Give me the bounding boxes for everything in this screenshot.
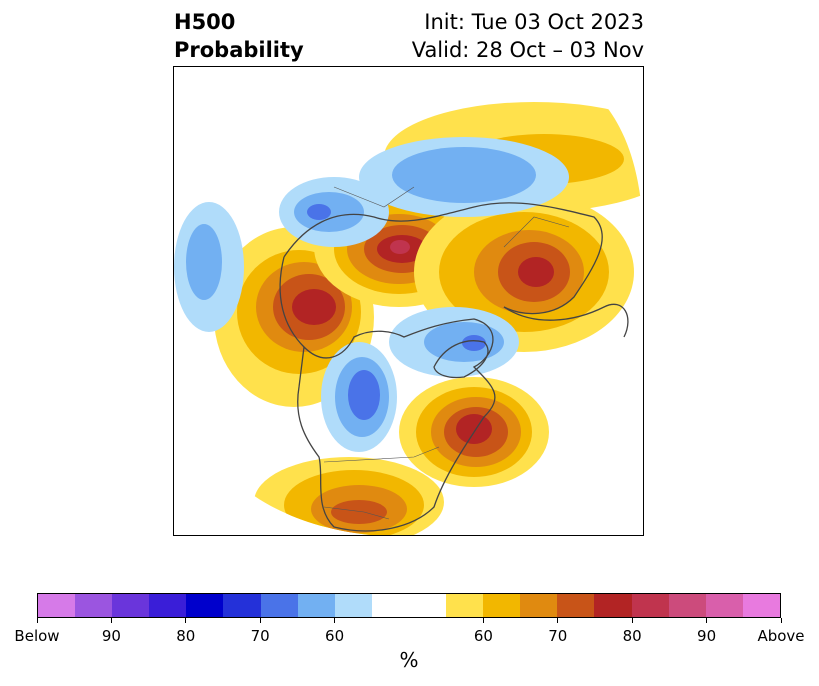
colorbar-bin: [446, 594, 484, 617]
map-title: H500 Probability: [174, 8, 304, 64]
anomaly-siberia-85: [390, 240, 410, 254]
probability-map: [173, 66, 644, 536]
colorbar-tick-label: 90: [101, 627, 121, 645]
borders: [323, 186, 570, 520]
anomaly-arctic-70: [462, 335, 486, 351]
colorbar-tick: [706, 618, 708, 623]
colorbar-tick: [334, 618, 336, 623]
colorbar-tick-label: 70: [548, 627, 568, 645]
colorbar-unit: %: [399, 648, 419, 672]
colorbar-tick-label: 70: [250, 627, 270, 645]
border-europe-asia: [503, 216, 570, 248]
title-variable: H500: [174, 10, 236, 34]
colorbar-tick: [36, 618, 38, 623]
shading-layer: [174, 102, 643, 535]
colorbar-bin: [408, 594, 447, 617]
colorbar-bin: [260, 594, 298, 617]
border-china-mongolia: [333, 186, 415, 208]
anomaly-southus-75: [331, 500, 387, 524]
coast-greenland: [433, 340, 489, 379]
colorbar-bin: [297, 594, 335, 617]
colorbar-bin: [38, 594, 76, 617]
colorbar-bin: [334, 594, 372, 617]
colorbar-tick-label: 60: [473, 627, 493, 645]
colorbar-bin: [371, 594, 409, 617]
colorbar-bin: [186, 594, 224, 617]
anomaly-labrador-80: [456, 414, 492, 444]
colorbar: [37, 593, 781, 618]
coastlines: [279, 202, 629, 532]
colorbar-tick-label: Above: [757, 627, 805, 645]
border-us-mexico: [323, 506, 390, 520]
anomaly-casia-65: [392, 147, 536, 203]
colorbar-bin: [149, 594, 187, 617]
coast-north-america: [297, 318, 496, 532]
title-product: Probability: [174, 38, 304, 62]
anomaly-aleutians-80: [292, 289, 336, 325]
map-svg: [174, 102, 643, 535]
colorbar-bin: [631, 594, 669, 617]
colorbar-bin: [705, 594, 743, 617]
colorbar-tick-label: 90: [697, 627, 717, 645]
colorbar-tick: [482, 618, 484, 623]
init-date: Init: Tue 03 Oct 2023: [424, 10, 644, 34]
coast-europe: [503, 303, 629, 338]
anomaly-wcanada-70: [348, 370, 380, 420]
coast-eurasia: [283, 202, 603, 315]
colorbar-bin: [742, 594, 780, 617]
colorbar-tick-label: Below: [14, 627, 60, 645]
colorbar-bin: [557, 594, 595, 617]
colorbar-tick-label: 80: [176, 627, 196, 645]
colorbar-tick: [631, 618, 633, 623]
colorbar-tick-label: 80: [622, 627, 642, 645]
colorbar-bin: [75, 594, 113, 617]
valid-range: Valid: 28 Oct – 03 Nov: [411, 38, 644, 62]
colorbar-bin: [483, 594, 521, 617]
border-us-canada: [323, 446, 440, 463]
colorbar-tick: [259, 618, 261, 623]
colorbar-tick: [780, 618, 782, 623]
colorbar-tick-label: 60: [325, 627, 345, 645]
colorbar-tick: [557, 618, 559, 623]
colorbar-tick: [110, 618, 112, 623]
colorbar-tick: [185, 618, 187, 623]
colorbar-bin: [520, 594, 558, 617]
colorbar-bin: [594, 594, 632, 617]
colorbar-bin: [668, 594, 706, 617]
anomaly-pacific-65: [186, 224, 222, 300]
colorbar-bin: [223, 594, 261, 617]
map-dates: Init: Tue 03 Oct 2023 Valid: 28 Oct – 03…: [412, 8, 644, 64]
colorbar-bin: [112, 594, 150, 617]
anomaly-mongolia-70: [307, 204, 331, 220]
anomaly-europe-80: [518, 257, 554, 287]
coast-asia-east: [279, 256, 305, 348]
